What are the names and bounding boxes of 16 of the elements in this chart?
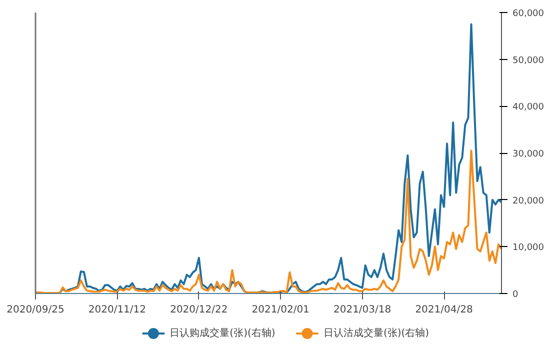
y2-tick-label: 40,000 (512, 102, 544, 113)
y2-tick-label: 50,000 (512, 56, 544, 66)
legend-label: 日认沽成交量(张)(右轴) (323, 327, 430, 339)
x-tick-label: 2021/04/28 (415, 304, 473, 316)
y2-tick-label: 0 (512, 290, 518, 300)
y2-tick-label: 10,000 (512, 243, 544, 254)
line-series (36, 150, 502, 294)
x-tick-label: 2021/02/01 (252, 304, 310, 316)
x-tick-label: 2020/12/22 (170, 304, 228, 316)
legend-label: 日认购成交量(张)(右轴) (170, 327, 276, 339)
x-tick-label: 2020/09/25 (6, 304, 64, 316)
y2-tick-label: 30,000 (512, 150, 544, 160)
x-tick-label: 2020/11/12 (88, 304, 146, 316)
x-tick-label: 2021/03/18 (333, 304, 392, 316)
y2-tick-label: 20,000 (512, 196, 544, 206)
y2-tick-label: 60,000 (512, 9, 544, 19)
